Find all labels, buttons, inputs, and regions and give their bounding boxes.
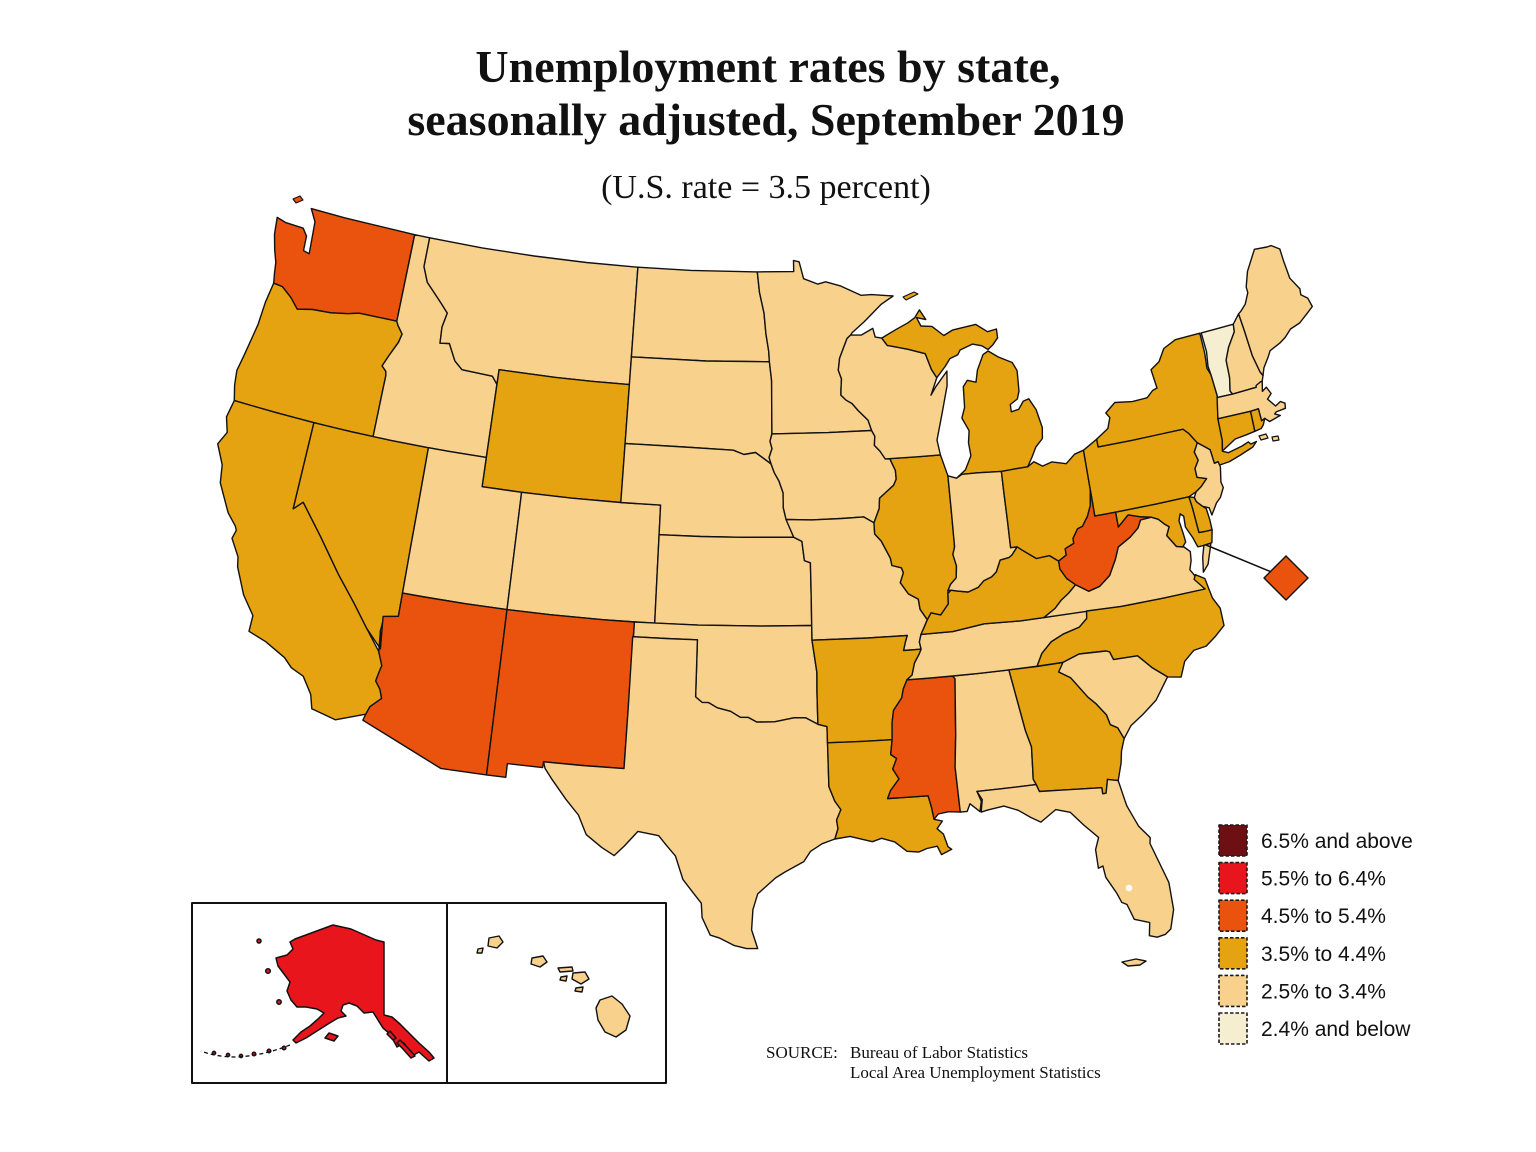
svg-text:Bureau of Labor Statistics: Bureau of Labor Statistics: [850, 1043, 1028, 1062]
svg-text:Unemployment rates by state,: Unemployment rates by state,: [475, 41, 1060, 92]
svg-text:6.5% and above: 6.5% and above: [1261, 830, 1413, 853]
svg-text:seasonally adjusted, September: seasonally adjusted, September 2019: [407, 94, 1124, 145]
svg-text:2.4% and below: 2.4% and below: [1261, 1018, 1411, 1041]
svg-text:3.5% to 4.4%: 3.5% to 4.4%: [1261, 943, 1386, 966]
svg-text:Local Area Unemployment Statis: Local Area Unemployment Statistics: [850, 1063, 1101, 1082]
svg-text:4.5% to 5.4%: 4.5% to 5.4%: [1261, 905, 1386, 928]
svg-text:5.5% to 6.4%: 5.5% to 6.4%: [1261, 868, 1386, 891]
svg-text:(U.S. rate = 3.5 percent): (U.S. rate = 3.5 percent): [601, 169, 931, 206]
svg-text:SOURCE:: SOURCE:: [766, 1043, 838, 1062]
svg-text:2.5% to 3.4%: 2.5% to 3.4%: [1261, 980, 1386, 1003]
